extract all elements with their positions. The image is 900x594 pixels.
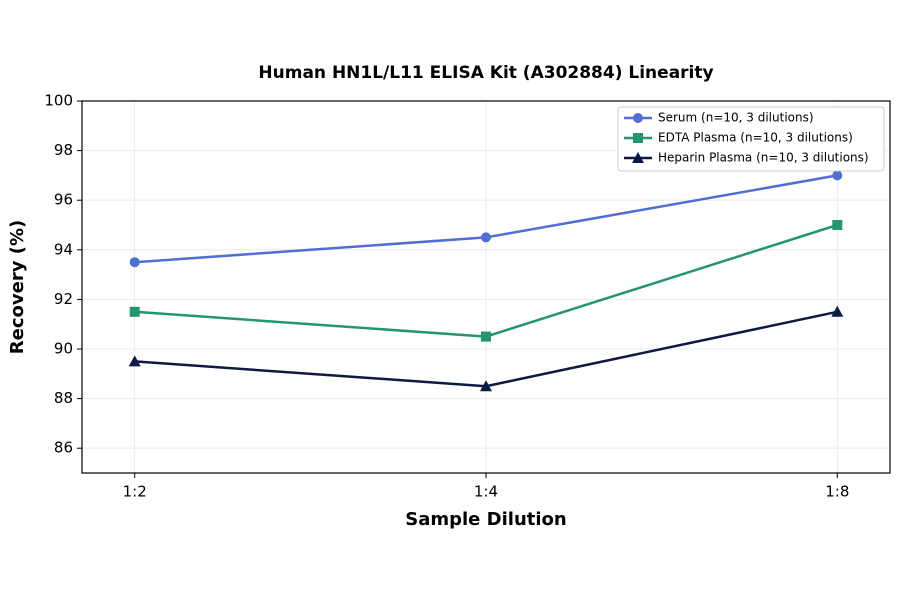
marker — [832, 170, 843, 181]
y-axis-label: Recovery (%) — [7, 220, 28, 354]
y-tick-label: 96 — [54, 191, 73, 209]
marker — [129, 257, 140, 268]
marker — [633, 113, 643, 123]
marker — [632, 152, 644, 163]
y-tick-label: 88 — [54, 389, 73, 407]
y-tick-label: 86 — [54, 439, 73, 457]
x-tick-label: 1:2 — [123, 483, 147, 501]
legend-label: EDTA Plasma (n=10, 3 dilutions) — [658, 131, 853, 145]
legend-box — [617, 106, 885, 172]
y-tick-label: 100 — [44, 92, 73, 110]
marker — [633, 133, 643, 143]
marker — [831, 305, 844, 317]
marker — [129, 306, 140, 317]
marker — [128, 355, 141, 367]
marker — [481, 232, 491, 243]
x-axis-label: Sample Dilution — [405, 509, 566, 530]
marker — [480, 380, 492, 392]
x-tick-label: 1:8 — [825, 483, 849, 501]
x-tick-label: 1:4 — [474, 483, 498, 501]
y-tick-label: 94 — [54, 240, 73, 258]
plot-frame — [81, 100, 891, 474]
marker — [481, 331, 491, 342]
y-tick-label: 98 — [54, 141, 73, 159]
legend-label: Heparin Plasma (n=10, 3 dilutions) — [658, 151, 869, 165]
y-tick-label: 90 — [54, 340, 73, 358]
chart-title: Human HN1L/L11 ELISA Kit (A302884) Linea… — [258, 63, 713, 83]
legend-label: Serum (n=10, 3 dilutions) — [658, 111, 814, 125]
marker — [832, 220, 843, 230]
y-tick-label: 92 — [54, 290, 73, 308]
legend: Serum (n=10, 3 dilutions) EDTA Plasma (n=… — [617, 106, 885, 172]
